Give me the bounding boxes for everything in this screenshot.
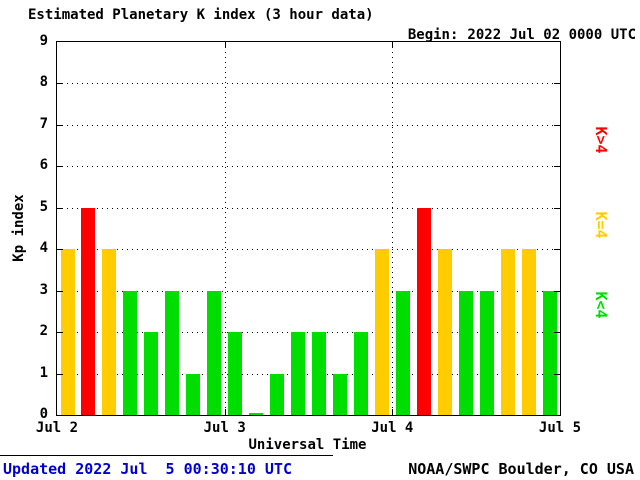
x-tick-top <box>392 42 394 48</box>
x-tick-label: Jul 3 <box>203 420 246 436</box>
kp-bar <box>60 249 75 415</box>
y-tick-right <box>554 290 560 292</box>
kp-bar <box>123 290 138 415</box>
y-tick-left <box>57 373 63 375</box>
kp-bar <box>270 373 285 415</box>
kp-bar <box>186 373 201 415</box>
h-gridline <box>57 332 560 334</box>
kp-bar <box>228 332 243 415</box>
h-gridline <box>57 83 560 85</box>
y-tick-label: 5 <box>39 198 48 215</box>
kp-bar <box>207 290 222 415</box>
kp-bar <box>144 332 159 415</box>
h-gridline <box>57 207 560 209</box>
y-tick-label: 4 <box>39 240 48 257</box>
y-tick-label: 1 <box>39 364 48 381</box>
kp-bar <box>395 290 410 415</box>
y-tick-left <box>57 207 63 209</box>
x-tick-bottom <box>392 409 394 415</box>
kp-bar <box>416 207 431 415</box>
kp-bar <box>479 290 494 415</box>
kp-bar <box>542 290 557 415</box>
y-tick-label: 2 <box>39 323 48 340</box>
plot-area <box>56 41 561 416</box>
kp-bar <box>249 413 264 415</box>
y-tick-label: 8 <box>39 74 48 91</box>
y-tick-left <box>57 124 63 126</box>
kp-bar <box>165 290 180 415</box>
y-tick-right <box>554 249 560 251</box>
y-tick-right <box>554 124 560 126</box>
footer-divider <box>0 455 333 456</box>
v-gridline <box>392 42 394 415</box>
y-tick-left <box>57 332 63 334</box>
y-tick-left <box>57 83 63 85</box>
kp-bar <box>332 373 347 415</box>
h-gridline <box>57 373 560 375</box>
y-tick-right <box>554 373 560 375</box>
y-tick-left <box>57 290 63 292</box>
kp-bar <box>521 249 536 415</box>
x-tick-label: Jul 4 <box>371 420 414 436</box>
x-tick-label: Jul 2 <box>35 420 79 436</box>
begin-caption: Begin: 2022 Jul 02 0000 UTC <box>374 11 636 59</box>
begin-label: Begin: <box>407 27 459 43</box>
kp-bar <box>353 332 368 415</box>
x-tick-top <box>224 42 226 48</box>
h-gridline <box>57 290 560 292</box>
kp-bar <box>312 332 326 415</box>
kp-bar <box>458 290 473 415</box>
x-tick-label: Jul 5 <box>538 420 582 436</box>
y-tick-label: 7 <box>39 115 48 132</box>
kp-bar <box>81 207 96 415</box>
credit-text: NOAA/SWPC Boulder, CO USA <box>408 460 634 478</box>
y-tick-label: 9 <box>39 33 48 49</box>
y-tick-left <box>57 249 63 251</box>
x-axis-title: Universal Time <box>248 437 367 453</box>
kp-bar <box>374 249 389 415</box>
kp-bar <box>437 249 452 415</box>
y-tick-right <box>554 83 560 85</box>
y-tick-label: 6 <box>39 157 48 174</box>
h-gridline <box>57 124 560 126</box>
y-tick-label: 0 <box>39 406 48 422</box>
kp-bar <box>500 249 515 415</box>
kp-bar <box>102 249 117 415</box>
y-tick-left <box>57 166 63 168</box>
y-tick-label: 3 <box>39 281 48 298</box>
kp-bar <box>291 332 305 415</box>
begin-value: 2022 Jul 02 0000 UTC <box>467 27 636 43</box>
legend-k-gt-4: K>4 <box>592 126 610 154</box>
h-gridline <box>57 166 560 168</box>
y-tick-right <box>554 166 560 168</box>
legend-k-lt-4: K<4 <box>592 291 610 319</box>
v-gridline <box>224 42 226 415</box>
y-tick-right <box>554 207 560 209</box>
updated-timestamp: Updated 2022 Jul 5 00:30:10 UTC <box>3 460 292 478</box>
chart-title: Estimated Planetary K index (3 hour data… <box>28 7 374 23</box>
y-tick-right <box>554 332 560 334</box>
x-tick-bottom <box>224 409 226 415</box>
h-gridline <box>57 249 560 251</box>
legend-k-eq-4: K=4 <box>592 211 610 239</box>
